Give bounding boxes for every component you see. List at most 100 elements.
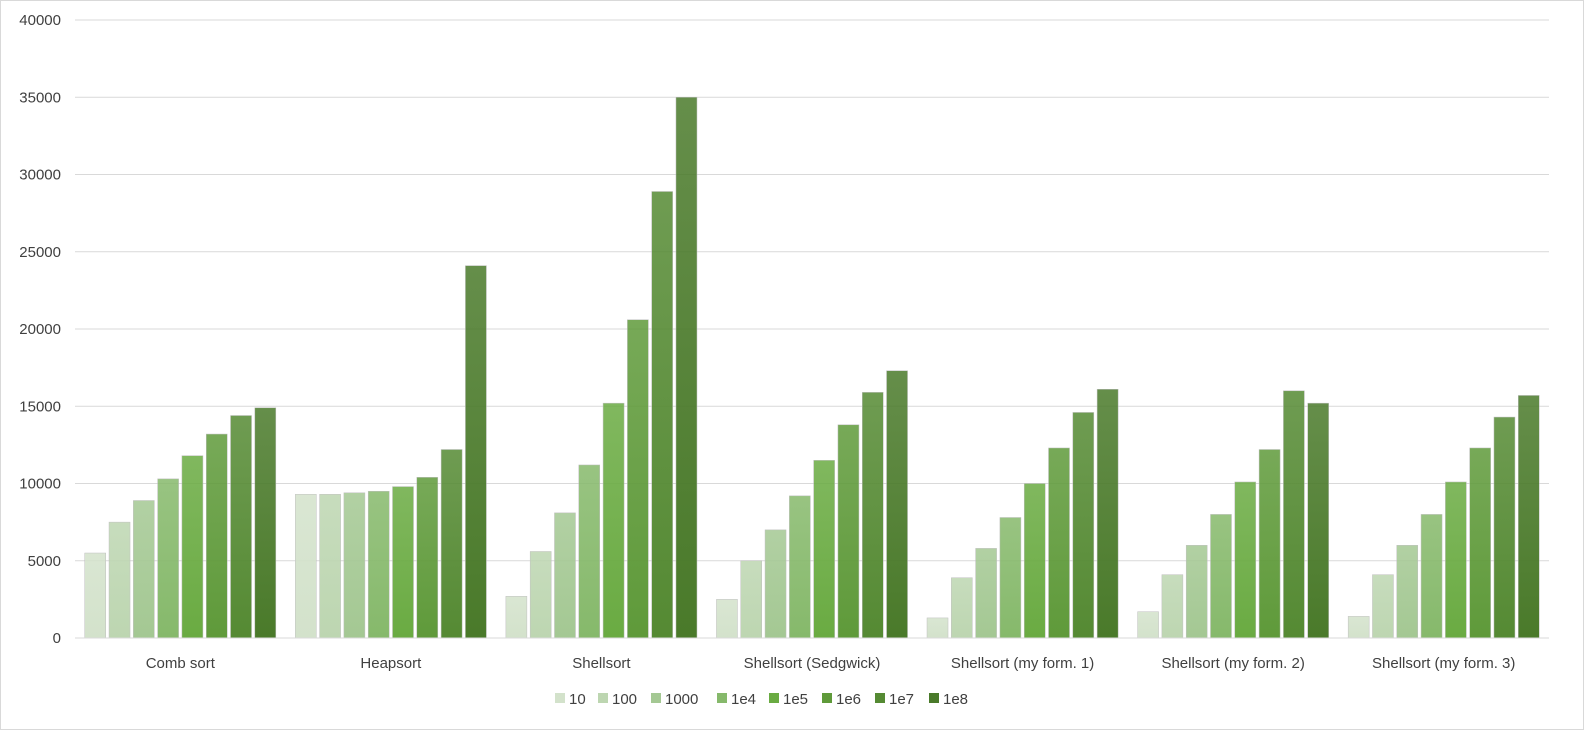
y-tick-label: 15000 [19, 398, 61, 415]
y-tick-label: 5000 [28, 553, 61, 570]
legend-swatch [717, 693, 727, 703]
x-tick-label: Comb sort [146, 655, 216, 672]
bar-1e6-shellsort-my-form-2- [1258, 449, 1281, 639]
bar-10-shellsort-my-form-3- [1347, 616, 1370, 639]
legend-item-100: 100 [598, 691, 637, 708]
bar-100-shellsort-sedgwick- [740, 560, 762, 639]
bar-1e8-comb-sort [254, 407, 277, 639]
legend-label: 1e7 [889, 691, 914, 708]
bar-1000-comb-sort [133, 500, 155, 639]
bar-1e6-shellsort-my-form-3- [1469, 447, 1491, 639]
x-tick-label: Shellsort [572, 655, 631, 672]
bar-10-heapsort [295, 494, 317, 639]
bar-1000-shellsort-my-form-2- [1185, 545, 1208, 639]
bar-1e5-shellsort-my-form-1- [1023, 483, 1046, 639]
bar-1e7-heapsort [440, 449, 463, 639]
bar-1e8-heapsort [465, 265, 487, 639]
bar-100-shellsort-my-form-2- [1161, 574, 1184, 639]
bar-100-shellsort [529, 551, 552, 639]
bar-10-shellsort-my-form-1- [926, 617, 949, 639]
bar-1000-shellsort-sedgwick- [764, 529, 787, 639]
y-tick-label: 35000 [19, 89, 61, 106]
bar-1e6-shellsort-sedgwick- [837, 424, 860, 639]
legend-swatch [769, 693, 779, 703]
legend-label: 1e6 [836, 691, 861, 708]
legend-label: 100 [612, 691, 637, 708]
y-tick-label: 40000 [19, 12, 61, 29]
bar-1e5-shellsort [602, 402, 625, 639]
bar-1e5-shellsort-sedgwick- [813, 460, 835, 639]
bar-1e5-heapsort [392, 486, 414, 639]
bar-1e6-heapsort [416, 477, 439, 639]
bar-1000-heapsort [343, 492, 366, 639]
bar-100-comb-sort [108, 521, 131, 639]
bar-1e8-shellsort-my-form-2- [1307, 402, 1329, 639]
legend-swatch [875, 693, 885, 703]
bar-1e5-shellsort-my-form-2- [1234, 481, 1257, 639]
bar-1e7-shellsort-my-form-3- [1493, 416, 1516, 639]
legend-item-1e6: 1e6 [822, 691, 861, 708]
bar-10-comb-sort [84, 552, 106, 639]
bar-1e7-shellsort-my-form-1- [1072, 412, 1095, 639]
bar-1e8-shellsort-my-form-1- [1096, 389, 1119, 639]
bar-1000-shellsort-my-form-1- [975, 548, 997, 639]
bar-1e4-shellsort-my-form-1- [999, 517, 1022, 639]
legend-swatch [929, 693, 939, 703]
x-tick-label: Heapsort [360, 655, 422, 672]
bar-1e6-shellsort [627, 319, 649, 639]
legend-item-1e7: 1e7 [875, 691, 914, 708]
x-tick-label: Shellsort (my form. 2) [1161, 655, 1304, 672]
legend-swatch [555, 693, 565, 703]
x-axis: Comb sort Heapsort Shellsort Shellsort (Sed… [75, 637, 1549, 672]
x-tick-label: Shellsort (my form. 1) [951, 655, 1094, 672]
bar-1e6-comb-sort [205, 433, 228, 639]
y-tick-label: 0 [53, 630, 61, 647]
legend-label: 10 [569, 691, 586, 708]
bar-1e7-shellsort-my-form-2- [1283, 390, 1305, 639]
bar-1e6-shellsort-my-form-1- [1048, 447, 1070, 639]
bar-100-shellsort-my-form-1- [951, 577, 973, 639]
y-tick-label: 30000 [19, 167, 61, 184]
bar-1e4-shellsort-sedgwick- [789, 495, 811, 639]
legend-label: 1e5 [783, 691, 808, 708]
bar-10-shellsort-sedgwick- [716, 599, 738, 639]
bar-1e4-shellsort-my-form-2- [1210, 514, 1232, 639]
bar-100-heapsort [319, 494, 341, 639]
bar-1e4-shellsort [578, 464, 601, 639]
bar-100-shellsort-my-form-3- [1372, 574, 1394, 639]
bar-1e7-comb-sort [230, 415, 252, 639]
bar-1e8-shellsort-sedgwick- [886, 370, 908, 639]
legend-item-10: 10 [555, 691, 586, 708]
y-axis: 0 5000 10000 15000 20000 25000 30000 35000 40000 [19, 12, 61, 647]
y-tick-label: 25000 [19, 244, 61, 261]
bar-1e8-shellsort-my-form-3- [1518, 395, 1540, 639]
legend-item-1e5: 1e5 [769, 691, 808, 708]
bar-1e4-heapsort [367, 490, 390, 639]
legend: 10 100 1000 1e4 1e5 1e6 1e7 1e8 [555, 691, 968, 708]
y-tick-label: 10000 [19, 476, 61, 493]
legend-label: 1000 [665, 691, 698, 708]
bar-1e5-shellsort-my-form-3- [1445, 481, 1467, 639]
x-tick-label: Shellsort (Sedgwick) [744, 655, 881, 672]
bar-1e5-comb-sort [181, 455, 204, 639]
legend-item-1000: 1000 [651, 691, 698, 708]
bar-1e7-shellsort-sedgwick- [862, 392, 884, 639]
bar-1e4-shellsort-my-form-3- [1420, 514, 1443, 639]
bar-10-shellsort-my-form-2- [1137, 611, 1159, 639]
legend-label: 1e4 [731, 691, 756, 708]
legend-swatch [598, 693, 608, 703]
legend-swatch [822, 693, 832, 703]
legend-swatch [651, 693, 661, 703]
bar-1000-shellsort-my-form-3- [1396, 545, 1419, 639]
bar-1000-shellsort [554, 512, 576, 639]
bar-10-shellsort [505, 596, 528, 639]
bars [84, 97, 1540, 639]
x-tick-label: Shellsort (my form. 3) [1372, 655, 1515, 672]
legend-label: 1e8 [943, 691, 968, 708]
legend-item-1e8: 1e8 [929, 691, 968, 708]
bar-1e4-comb-sort [157, 478, 179, 639]
y-tick-label: 20000 [19, 321, 61, 338]
bar-1e7-shellsort [651, 191, 673, 639]
